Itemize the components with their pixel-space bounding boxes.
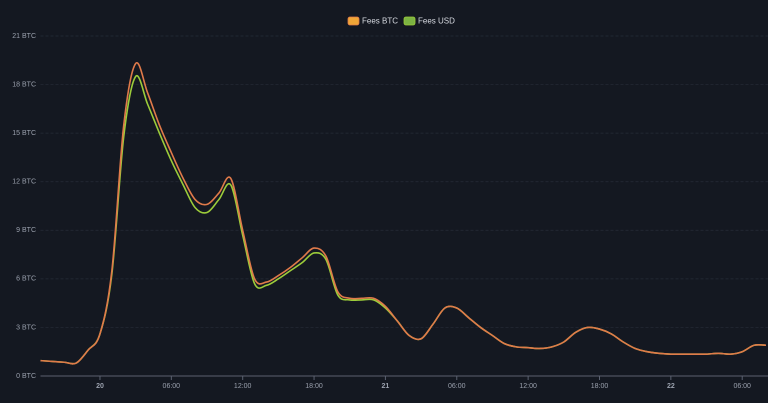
series-line	[40, 74, 767, 365]
legend-label[interactable]: Fees USD	[418, 17, 455, 26]
x-tick-label: 06:00	[163, 383, 181, 390]
x-tick-label: 12:00	[519, 383, 537, 390]
y-tick-label: 15 BTC	[12, 130, 36, 137]
x-tick-label: 20	[96, 383, 104, 390]
x-tick-label: 12:00	[234, 383, 252, 390]
series-line	[40, 62, 767, 365]
y-tick-label: 12 BTC	[12, 179, 36, 186]
y-tick-label: 3 BTC	[16, 324, 36, 331]
y-tick-label: 21 BTC	[12, 33, 36, 40]
y-tick-label: 0 BTC	[16, 373, 36, 380]
legend-label[interactable]: Fees BTC	[362, 17, 398, 26]
x-tick-label: 18:00	[591, 383, 609, 390]
legend-swatch[interactable]	[403, 16, 416, 26]
y-tick-label: 18 BTC	[12, 81, 36, 88]
y-tick-label: 9 BTC	[16, 227, 36, 234]
x-tick-label: 22	[667, 383, 675, 390]
x-tick-label: 18:00	[305, 383, 323, 390]
x-tick-label: 21	[382, 383, 390, 390]
x-tick-label: 06:00	[448, 383, 466, 390]
x-tick-label: 06:00	[733, 383, 751, 390]
legend-swatch[interactable]	[347, 16, 360, 26]
y-tick-label: 6 BTC	[16, 276, 36, 283]
